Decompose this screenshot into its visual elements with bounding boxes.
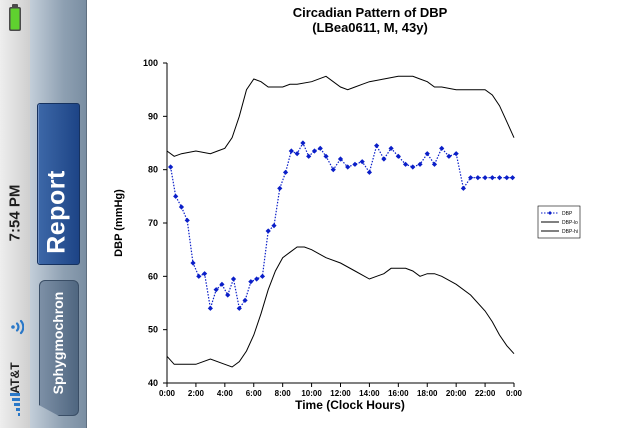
x-tick-label: 14:00 bbox=[359, 389, 380, 398]
dbp-data-point bbox=[337, 156, 344, 162]
dbp-data-point bbox=[446, 153, 452, 159]
dbp-data-point bbox=[306, 153, 312, 159]
dbp-data-point bbox=[294, 151, 300, 157]
wifi-icon bbox=[11, 319, 24, 335]
dbp-data-point bbox=[460, 185, 466, 191]
dbp-data-point bbox=[168, 164, 174, 170]
x-tick-label: 2:00 bbox=[188, 389, 205, 398]
dbp-data-point bbox=[288, 148, 294, 154]
dbp-data-point bbox=[277, 185, 283, 191]
x-tick-label: 16:00 bbox=[388, 389, 409, 398]
dbp-data-point bbox=[282, 169, 289, 175]
dbp-data-point bbox=[236, 305, 242, 311]
y-tick-label: 80 bbox=[148, 165, 158, 175]
y-tick-label: 40 bbox=[148, 378, 158, 388]
dbp-data-point bbox=[388, 145, 394, 151]
dbp-data-point bbox=[201, 271, 208, 277]
dbp-data-point bbox=[496, 175, 503, 181]
dbp-data-point bbox=[453, 151, 459, 157]
dbp-data-point bbox=[300, 140, 306, 146]
dbp-data-point bbox=[424, 151, 430, 157]
dbp-data-point bbox=[317, 145, 323, 151]
dbp-data-point bbox=[184, 217, 190, 223]
chart-legend: DBP DBP-lo DBP-hi bbox=[537, 205, 581, 239]
chart-series bbox=[166, 75, 516, 368]
x-tick-label: 22:00 bbox=[475, 389, 496, 398]
report-button[interactable] bbox=[37, 103, 80, 265]
y-tick-label: 50 bbox=[148, 325, 158, 335]
x-tick-label: 20:00 bbox=[446, 389, 467, 398]
y-tick-label: 90 bbox=[148, 111, 158, 121]
sphygmochron-back-button[interactable] bbox=[39, 280, 79, 416]
dbp-data-point bbox=[374, 143, 380, 149]
dbp-data-point bbox=[248, 279, 254, 285]
y-tick-label: 70 bbox=[148, 218, 158, 228]
chart-subtitle: (LBea0611, M, 43y) bbox=[312, 20, 428, 35]
dbp-data-point bbox=[323, 153, 329, 159]
chart-axes: 40 50 60 70 80 90 100 0:00 2:00 4:00 6:00 8:00 10:00… bbox=[143, 58, 523, 398]
x-tick-label: 18:00 bbox=[417, 389, 438, 398]
dbp-data-point bbox=[230, 276, 237, 282]
dbp-data-point bbox=[482, 175, 488, 181]
chart-title: Circadian Pattern of DBP bbox=[292, 5, 448, 20]
dbp-data-point bbox=[504, 175, 510, 181]
dbp-data-point bbox=[359, 159, 365, 165]
dbp-data-point bbox=[190, 260, 196, 266]
x-tick-label: 6:00 bbox=[246, 389, 263, 398]
dbp-data-point bbox=[196, 273, 202, 279]
dbp-data-point bbox=[439, 145, 445, 151]
dbp-data-point bbox=[431, 161, 438, 167]
x-axis-label: Time (Clock Hours) bbox=[295, 398, 405, 412]
dbp-data-point bbox=[352, 161, 358, 167]
dbp-data-point bbox=[381, 156, 387, 162]
legend-marker-dbp bbox=[548, 211, 552, 215]
x-tick-label: 10:00 bbox=[301, 389, 322, 398]
y-tick-label: 100 bbox=[143, 58, 158, 68]
dbp-data-point bbox=[395, 153, 401, 159]
dbp-data-point bbox=[242, 297, 248, 303]
dbp-data-point bbox=[410, 164, 416, 170]
signal-bars-icon bbox=[10, 393, 20, 416]
dbp-data-point bbox=[178, 204, 185, 210]
dbp-data-point bbox=[271, 223, 277, 229]
dbp-data-point bbox=[173, 193, 179, 199]
dbp-data-point bbox=[213, 287, 219, 293]
dbp-data-point bbox=[225, 292, 231, 298]
legend-label: DBP bbox=[562, 211, 573, 217]
x-tick-label: 12:00 bbox=[330, 389, 351, 398]
x-tick-label: 0:00 bbox=[506, 389, 523, 398]
dbp-data-point bbox=[207, 305, 213, 311]
x-tick-label: 0:00 bbox=[159, 389, 176, 398]
dbp-data-point bbox=[475, 175, 481, 181]
dbp-data-point bbox=[330, 167, 336, 173]
legend-label: DBP-hi bbox=[562, 229, 578, 235]
series-line-dbp-hi bbox=[166, 75, 515, 157]
dbp-data-point bbox=[265, 228, 271, 234]
x-tick-label: 4:00 bbox=[217, 389, 234, 398]
dbp-data-point bbox=[489, 175, 495, 181]
dbp-data-point bbox=[509, 175, 516, 181]
y-tick-label: 60 bbox=[148, 271, 158, 281]
battery-icon bbox=[9, 4, 21, 31]
dbp-data-point bbox=[417, 161, 423, 167]
legend-label: DBP-lo bbox=[562, 220, 578, 226]
dbp-data-point bbox=[311, 148, 318, 154]
dbp-data-point bbox=[468, 175, 474, 181]
dbp-data-point bbox=[366, 169, 373, 175]
dbp-data-point bbox=[254, 276, 260, 282]
dbp-data-point bbox=[259, 273, 266, 279]
dbp-data-point bbox=[219, 281, 225, 287]
series-line-dbp-lo bbox=[166, 246, 515, 368]
dbp-data-point bbox=[402, 161, 409, 167]
x-tick-label: 8:00 bbox=[275, 389, 292, 398]
dbp-data-point bbox=[345, 164, 351, 170]
